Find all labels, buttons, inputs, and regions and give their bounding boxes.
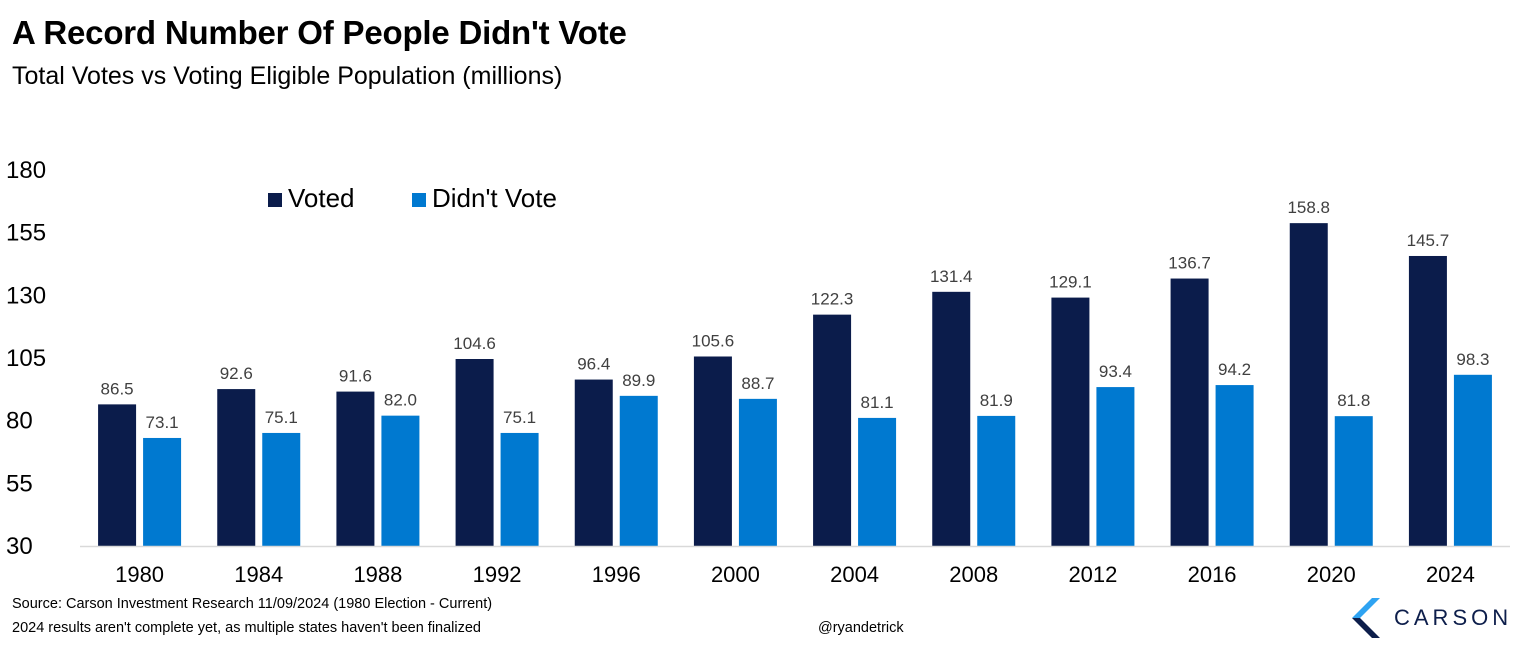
data-label-voted: 105.6: [692, 331, 735, 350]
bar-didnt-vote: [977, 415, 1016, 546]
legend-label-didnt-vote: Didn't Vote: [432, 183, 557, 213]
bar-voted: [217, 389, 256, 546]
x-tick-label: 1988: [353, 562, 402, 587]
bar-didnt-vote: [381, 415, 420, 546]
author-handle: @ryandetrick: [818, 620, 904, 636]
x-tick-label: 2012: [1068, 562, 1117, 587]
data-label-didnt-vote: 75.1: [503, 408, 536, 427]
x-tick-label: 2024: [1426, 562, 1475, 587]
data-label-didnt-vote: 82.0: [384, 391, 417, 410]
bar-didnt-vote: [738, 398, 777, 546]
y-tick-label: 30: [6, 533, 33, 560]
bar-voted: [1051, 297, 1090, 546]
source-note: Source: Carson Investment Research 11/09…: [12, 596, 493, 612]
bar-didnt-vote: [1453, 374, 1492, 546]
data-label-voted: 122.3: [811, 290, 854, 309]
x-tick-label: 1984: [234, 562, 283, 587]
y-tick-label: 130: [6, 282, 46, 309]
chart-subtitle: Total Votes vs Voting Eligible Populatio…: [12, 62, 563, 90]
bar-didnt-vote: [858, 417, 897, 546]
bar-voted: [1170, 278, 1209, 546]
x-axis: 1980 1984 1988 1992 1996 2000 2004 2008 2012 2016…: [80, 545, 1510, 587]
legend-swatch-voted: [268, 193, 282, 207]
y-tick-label: 155: [6, 220, 46, 247]
bar-voted: [455, 359, 494, 546]
x-tick-label: 2020: [1307, 562, 1356, 587]
bar-didnt-vote: [143, 437, 182, 546]
carson-logo-icon: [1352, 598, 1380, 638]
data-label-voted: 86.5: [101, 379, 134, 398]
bar-voted: [813, 314, 852, 546]
logo-text: CARSON: [1394, 605, 1513, 630]
carson-logo: CARSON: [1352, 598, 1512, 638]
data-label-didnt-vote: 81.8: [1337, 391, 1370, 410]
bar-voted: [336, 391, 375, 546]
data-label-didnt-vote: 94.2: [1218, 360, 1251, 379]
y-tick-label: 80: [6, 408, 33, 435]
x-tick-label: 2008: [949, 562, 998, 587]
legend-label-voted: Voted: [288, 183, 355, 213]
chart-title: A Record Number Of People Didn't Vote: [12, 14, 627, 51]
y-tick-label: 55: [6, 470, 33, 497]
data-label-voted: 129.1: [1049, 273, 1092, 292]
x-tick-label: 2004: [830, 562, 879, 587]
bar-didnt-vote: [500, 432, 539, 546]
bar-didnt-vote: [1096, 387, 1135, 546]
x-tick-label: 2016: [1188, 562, 1237, 587]
data-label-voted: 158.8: [1287, 198, 1330, 217]
x-tick-label: 2000: [711, 562, 760, 587]
bar-voted: [693, 356, 732, 546]
legend: Voted Didn't Vote: [268, 183, 557, 213]
data-label-voted: 92.6: [220, 364, 253, 383]
data-label-didnt-vote: 98.3: [1456, 350, 1489, 369]
x-tick-label: 1996: [592, 562, 641, 587]
bar-didnt-vote: [1215, 385, 1254, 546]
bar-didnt-vote: [1334, 416, 1373, 546]
bar-didnt-vote: [262, 432, 301, 546]
data-label-didnt-vote: 81.9: [980, 391, 1013, 410]
legend-swatch-didnt-vote: [412, 193, 426, 207]
data-label-voted: 96.4: [577, 355, 610, 374]
bar-voted: [932, 291, 971, 546]
data-label-didnt-vote: 75.1: [265, 408, 298, 427]
data-label-voted: 104.6: [453, 334, 496, 353]
bar-voted: [98, 404, 137, 546]
data-label-voted: 136.7: [1168, 254, 1211, 273]
completeness-note: 2024 results aren't complete yet, as mul…: [12, 620, 481, 636]
x-tick-label: 1992: [473, 562, 522, 587]
y-tick-label: 180: [6, 157, 46, 184]
data-label-didnt-vote: 93.4: [1099, 362, 1132, 381]
bar-voted: [574, 379, 613, 546]
data-label-voted: 91.6: [339, 367, 372, 386]
bar-didnt-vote: [619, 395, 658, 546]
data-label-didnt-vote: 88.7: [741, 374, 774, 393]
data-label-didnt-vote: 81.1: [861, 393, 894, 412]
y-axis: 30 55 80 105 130 155 180: [6, 157, 46, 560]
y-tick-label: 105: [6, 345, 46, 372]
data-label-voted: 145.7: [1407, 231, 1450, 250]
bar-voted: [1289, 223, 1328, 546]
bars: 86.5 73.1 92.6 75.1 91.6 82.0 104.6 75.1 96.4 89.…: [98, 198, 1492, 546]
x-tick-label: 1980: [115, 562, 164, 587]
bar-voted: [1408, 255, 1447, 546]
data-label-didnt-vote: 89.9: [622, 371, 655, 390]
data-label-voted: 131.4: [930, 267, 973, 286]
data-label-didnt-vote: 73.1: [146, 413, 179, 432]
